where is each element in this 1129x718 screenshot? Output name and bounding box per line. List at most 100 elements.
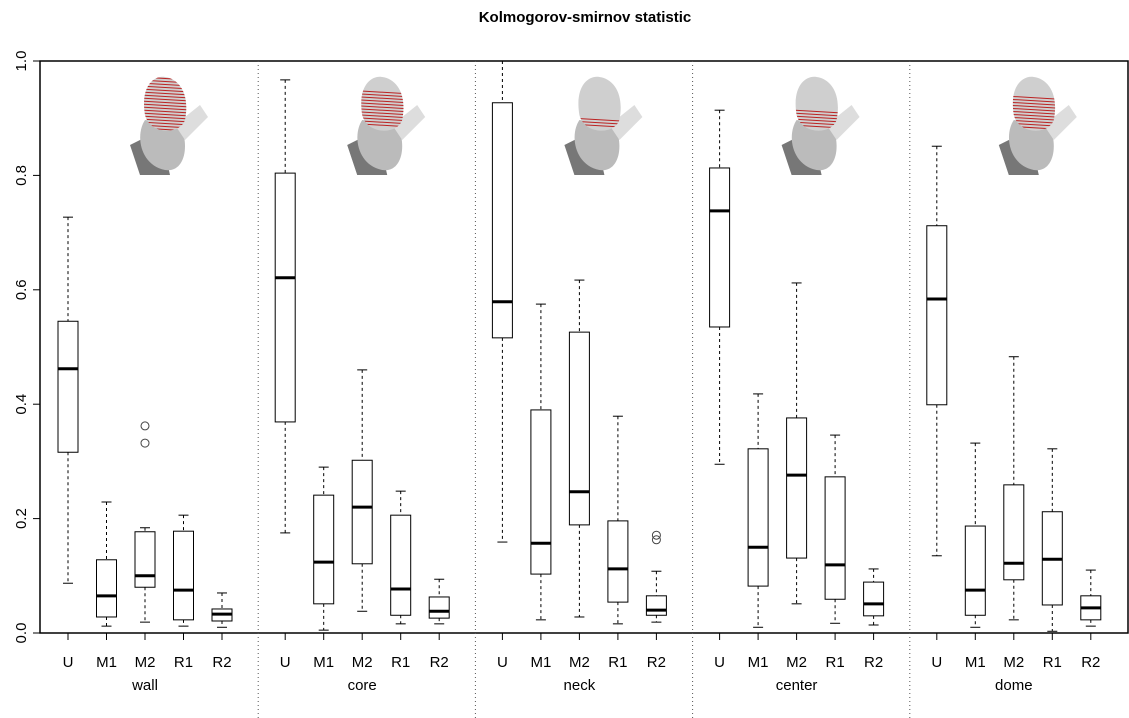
hatch — [361, 120, 404, 125]
x-tick-label: R2 — [430, 654, 449, 671]
x-tick-label: M1 — [313, 654, 334, 671]
box — [96, 559, 117, 618]
box — [607, 520, 629, 603]
hatch — [361, 99, 404, 104]
x-tick-label: R1 — [391, 654, 410, 671]
hatch — [361, 108, 404, 113]
hatch — [361, 105, 404, 110]
group-illustration — [781, 76, 860, 175]
x-tick-label: R1 — [826, 654, 845, 671]
group-illustration — [130, 76, 208, 175]
x-tick-label: M1 — [748, 654, 769, 671]
vessel — [574, 120, 620, 171]
x-tick-label: M2 — [1003, 654, 1024, 671]
vessel — [1008, 120, 1054, 171]
hatch — [1012, 104, 1056, 109]
group-label: neck — [564, 677, 596, 694]
hatch — [361, 90, 404, 95]
y-tick-label: 0.8 — [13, 165, 30, 186]
outlier — [651, 530, 661, 540]
box — [134, 531, 156, 588]
vessel — [175, 105, 208, 140]
x-tick-label: U — [714, 654, 725, 671]
x-tick-label: R2 — [647, 654, 666, 671]
hatch — [144, 85, 187, 90]
x-tick-label: R1 — [608, 654, 627, 671]
hatch — [144, 118, 187, 123]
y-tick-label: 0.2 — [13, 508, 30, 529]
vessel — [357, 120, 403, 171]
x-tick-label: M2 — [352, 654, 373, 671]
box — [926, 225, 948, 406]
y-tick-label: 0.4 — [13, 394, 30, 415]
hatch — [361, 117, 404, 122]
x-tick-label: R1 — [1043, 654, 1062, 671]
box — [313, 494, 335, 605]
hatch — [361, 114, 404, 119]
box — [57, 320, 79, 453]
y-tick-label: 1.0 — [13, 51, 30, 72]
vessel — [791, 120, 837, 171]
x-tick-label: R2 — [1081, 654, 1100, 671]
box — [491, 102, 513, 339]
group-label: wall — [131, 677, 158, 694]
hatch — [144, 100, 187, 105]
x-tick-label: M1 — [530, 654, 551, 671]
hatch — [361, 93, 404, 98]
hatch — [144, 115, 187, 120]
hatch — [578, 120, 621, 125]
hatch — [144, 97, 187, 102]
group-illustration — [998, 76, 1077, 175]
x-tick-label: M1 — [96, 654, 117, 671]
hatch — [1012, 113, 1056, 118]
hatch — [795, 112, 838, 117]
x-tick-label: R2 — [864, 654, 883, 671]
box — [824, 476, 846, 600]
hatch — [361, 96, 404, 101]
hatch — [1012, 110, 1056, 115]
hatch — [144, 103, 187, 108]
box — [274, 172, 296, 423]
hatch — [1012, 119, 1056, 124]
vessel — [140, 120, 185, 171]
group-label: dome — [995, 677, 1033, 694]
x-tick-label: U — [497, 654, 508, 671]
hatch — [795, 115, 838, 120]
y-tick-label: 0.0 — [13, 623, 30, 644]
x-tick-label: R1 — [174, 654, 193, 671]
box — [863, 581, 885, 617]
hatch — [144, 112, 187, 117]
hatch — [795, 118, 838, 123]
y-tick-label: 0.6 — [13, 279, 30, 300]
sac — [578, 76, 621, 131]
chart-title: Kolmogorov-smirnov statistic — [479, 9, 692, 26]
x-tick-label: U — [63, 654, 74, 671]
vessel — [609, 105, 643, 140]
x-tick-label: U — [280, 654, 291, 671]
outlier — [140, 438, 150, 448]
x-tick-label: M2 — [786, 654, 807, 671]
hatch — [144, 109, 187, 114]
group-illustration — [564, 76, 643, 175]
x-tick-label: U — [931, 654, 942, 671]
hatch — [144, 91, 187, 96]
group-label: center — [776, 677, 818, 694]
hatch — [144, 88, 187, 93]
hatch — [361, 111, 404, 116]
hatch — [578, 117, 621, 122]
group-illustration — [347, 76, 426, 175]
outlier — [140, 421, 150, 431]
box — [530, 409, 552, 575]
box — [428, 596, 450, 619]
x-tick-label: M1 — [965, 654, 986, 671]
hatch — [1012, 116, 1056, 121]
box — [351, 459, 373, 565]
vessel — [392, 105, 426, 140]
hatch — [1012, 98, 1056, 103]
hatch — [1012, 95, 1056, 100]
hatch — [361, 102, 404, 107]
x-tick-label: R2 — [212, 654, 231, 671]
vessel — [1043, 105, 1077, 140]
box — [390, 514, 412, 616]
hatch — [1012, 107, 1056, 112]
